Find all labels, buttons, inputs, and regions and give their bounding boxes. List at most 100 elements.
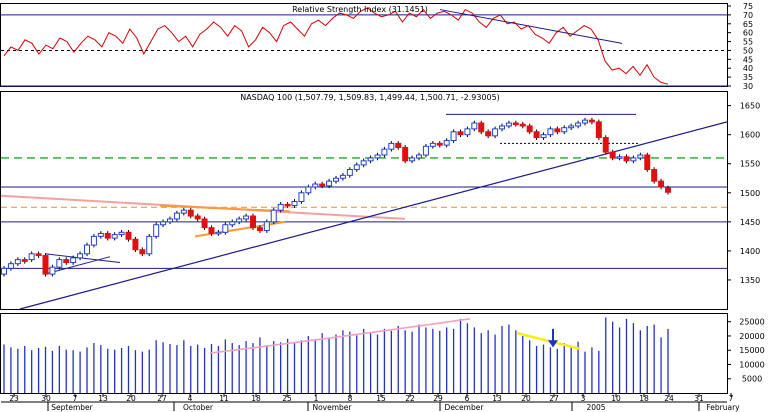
candle-body [139, 249, 146, 255]
candle-body [644, 154, 651, 171]
candle-body [173, 212, 180, 220]
candle-body [118, 231, 125, 236]
x-day-label: 13 [98, 394, 108, 403]
price-tick-label: 1450 [740, 218, 760, 227]
candle-body [402, 146, 409, 162]
x-day-label: 30 [41, 394, 51, 403]
candle-body [616, 156, 623, 159]
candle-body [658, 180, 665, 188]
candle-body [339, 174, 346, 179]
rsi-tick-label: 40 [743, 64, 753, 73]
candle-body [277, 203, 284, 211]
candle-body [519, 123, 526, 127]
candle-body [104, 232, 111, 239]
candle-body [97, 232, 104, 237]
candle-body [291, 201, 298, 207]
price-title: NASDAQ 100 (1,507.79, 1,509.83, 1,499.44… [240, 93, 500, 102]
rsi-tick-label: 45 [743, 55, 753, 64]
candle-body [201, 218, 208, 229]
candle-body [436, 142, 443, 146]
candle-body [153, 224, 160, 237]
candle-body [568, 125, 575, 129]
candle-body [665, 187, 671, 193]
candle-body [395, 142, 402, 148]
rsi-tick-label: 65 [743, 20, 753, 29]
candle-body [457, 131, 464, 136]
candle-body [70, 257, 77, 264]
rsi-tick-label: 70 [743, 11, 753, 20]
candle-body [42, 255, 49, 275]
x-day-label: 20 [126, 394, 136, 403]
candle-body [111, 234, 118, 239]
candle-body [194, 215, 201, 220]
candle-body [243, 215, 250, 220]
volume-layer: 5000 10000 15000 20000 25000 [3, 317, 765, 393]
x-day-label: 11 [219, 394, 229, 403]
candle-body [554, 128, 561, 133]
candle-body [422, 145, 429, 156]
rsi-trend-line [439, 9, 623, 44]
candle-body [63, 259, 70, 264]
x-day-label: 13 [492, 394, 502, 403]
orange-trend-upper [159, 204, 291, 213]
candle-body [360, 160, 367, 166]
candle-body [229, 221, 236, 226]
x-day-label: 29 [433, 394, 443, 403]
candle-body [346, 169, 353, 176]
candle-body [256, 227, 263, 232]
candle-body [533, 131, 540, 139]
candle-body [561, 127, 568, 133]
x-day-label: 1 [314, 394, 319, 403]
candle-body [21, 259, 28, 262]
volume-tick-label: 5000 [742, 375, 762, 384]
candle-body [333, 177, 339, 182]
candle-body [77, 253, 84, 259]
rsi-tick-label: 60 [743, 29, 753, 38]
x-axis: 23 30 7 13 20 27 4 11 18 25 1 8 15 22 29 6 13 20 27 3 10 18 24… [1, 393, 740, 412]
candle-body [125, 231, 132, 240]
candle-body [146, 235, 153, 255]
price-tick-label: 1400 [740, 247, 760, 256]
candle-body [485, 131, 492, 137]
candle-body [56, 259, 63, 268]
candle-body [180, 209, 187, 214]
candle-body [478, 122, 485, 133]
candle-body [167, 218, 173, 223]
x-month-label: October [183, 403, 214, 412]
x-day-label: 6 [465, 394, 470, 403]
candle-body [540, 134, 547, 139]
rsi-tick-label: 75 [743, 2, 753, 11]
x-day-label: 25 [282, 394, 292, 403]
rsi-tick-label: 55 [743, 38, 753, 47]
x-day-label: 7 [729, 394, 734, 403]
candle-body [270, 209, 277, 223]
x-month-label: 2005 [586, 403, 605, 412]
candle-body [595, 121, 602, 139]
x-day-label: 10 [611, 394, 621, 403]
candle-body [250, 215, 256, 229]
price-tick-label: 1600 [740, 131, 760, 140]
candle-body [582, 119, 588, 124]
price-tick-label: 1350 [740, 276, 760, 285]
x-day-label: 3 [581, 394, 586, 403]
candle-body [84, 244, 90, 255]
x-month-label: December [445, 403, 485, 412]
candle-body [90, 235, 97, 246]
rsi-panel [0, 3, 728, 87]
candle-body [236, 218, 243, 223]
candle-body [160, 221, 167, 226]
long-uptrend-line [19, 121, 728, 310]
candle-body [367, 157, 374, 162]
x-month-label: February [706, 403, 740, 412]
candle-body [263, 221, 270, 232]
candle-body [1, 267, 7, 275]
candle-body [409, 157, 416, 162]
candle-body [637, 154, 644, 159]
rsi-tick-label: 30 [743, 82, 753, 91]
candle-body [505, 122, 512, 127]
price-tick-label: 1550 [740, 160, 760, 169]
x-month-label: November [312, 403, 352, 412]
candle-body [215, 231, 222, 235]
candle-body [416, 154, 422, 159]
